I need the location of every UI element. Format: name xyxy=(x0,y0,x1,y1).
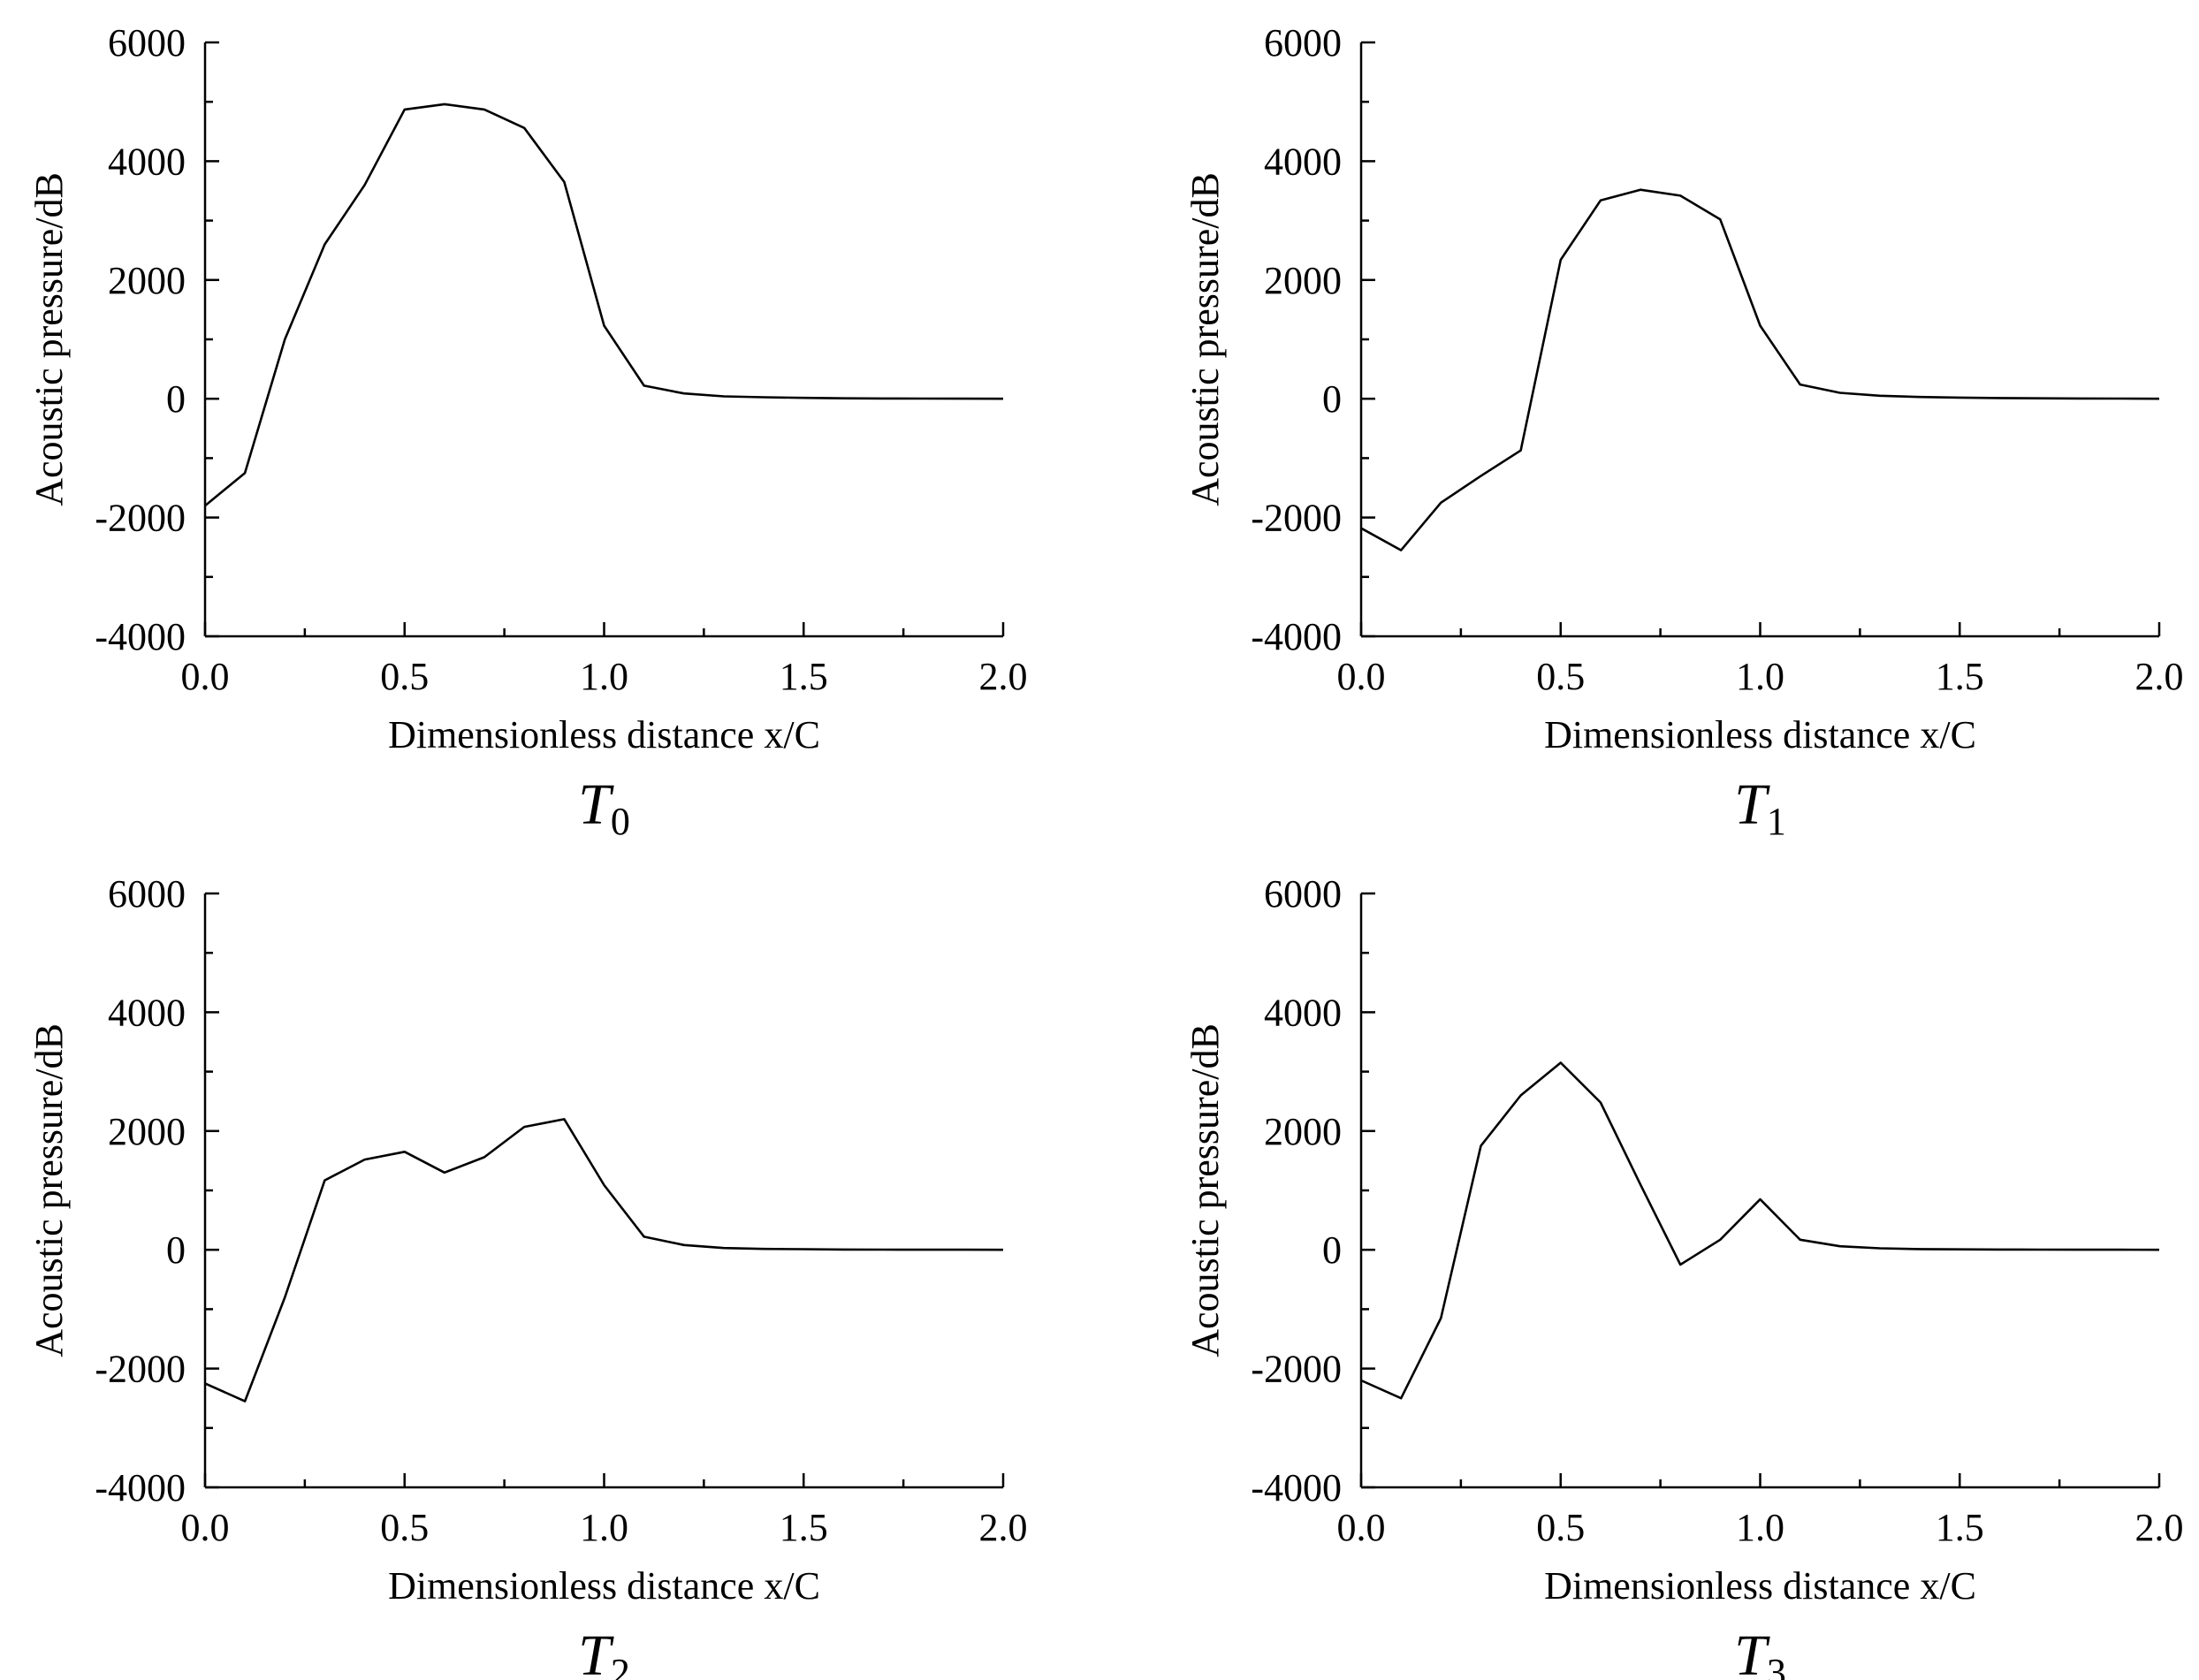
y-axis-title: Acoustic pressure/dB xyxy=(27,1023,71,1357)
y-tick-label: 2000 xyxy=(108,259,186,302)
x-tick-label: 0.5 xyxy=(1536,1506,1585,1549)
y-tick-label: 0 xyxy=(166,377,186,421)
y-tick-label: 2000 xyxy=(1264,1110,1342,1153)
series-line xyxy=(1360,188,2160,551)
series-line xyxy=(204,103,1004,507)
x-tick-label: 2.0 xyxy=(2135,655,2184,698)
chart-panel-t0: -4000 -2000 0 2000 4000 6000 0.0 0.5 1.0 1.5 2.0 Di… xyxy=(27,21,1028,843)
y-tick-label: 4000 xyxy=(1264,991,1342,1034)
x-axis-title: Dimensionless distance x/C xyxy=(1544,1564,1976,1608)
x-axis-title: Dimensionless distance x/C xyxy=(1544,713,1976,756)
x-tick-label: 0.0 xyxy=(1337,1506,1386,1549)
x-tick-label: 1.5 xyxy=(780,1506,828,1549)
series-line xyxy=(1360,1061,2160,1400)
panel-caption-letter: T xyxy=(1734,1623,1770,1680)
x-tick-label: 1.5 xyxy=(1936,655,1984,698)
x-tick-label: 0.0 xyxy=(181,1506,230,1549)
chart-panel-t1: -4000 -2000 0 2000 4000 6000 0.0 0.5 1.0 1.5 2.0 Di… xyxy=(1183,21,2184,843)
x-tick-label: 1.0 xyxy=(1736,1506,1784,1549)
y-tick-label: -2000 xyxy=(1251,1348,1342,1391)
panel-caption-subscript: 2 xyxy=(611,1651,630,1680)
panel-caption-subscript: 3 xyxy=(1767,1651,1786,1680)
x-tick-label: 1.5 xyxy=(1936,1506,1984,1549)
y-tick-label: 4000 xyxy=(1264,140,1342,183)
panel-caption-letter: T xyxy=(1734,772,1770,837)
y-tick-label: -2000 xyxy=(1251,497,1342,540)
panel-caption-letter: T xyxy=(578,1623,614,1680)
y-tick-label: -4000 xyxy=(1251,1466,1342,1509)
y-tick-label: -2000 xyxy=(95,1348,186,1391)
x-tick-label: 1.0 xyxy=(580,1506,628,1549)
panel-caption: T1 xyxy=(1734,772,1786,843)
y-tick-label: 0 xyxy=(166,1228,186,1272)
y-axis-title: Acoustic pressure/dB xyxy=(27,172,71,506)
panel-caption: T0 xyxy=(578,772,630,843)
x-axis-title: Dimensionless distance x/C xyxy=(388,713,820,756)
y-tick-label: -4000 xyxy=(1251,615,1342,658)
y-tick-label: 4000 xyxy=(108,991,186,1034)
y-tick-label: 0 xyxy=(1322,377,1342,421)
x-tick-label: 0.5 xyxy=(380,1506,429,1549)
series-line xyxy=(204,1118,1004,1403)
panel-caption-subscript: 0 xyxy=(611,800,630,843)
panel-caption-subscript: 1 xyxy=(1767,800,1786,843)
chart-panel-t2: -4000 -2000 0 2000 4000 6000 0.0 0.5 1.0 1.5 2.0 Di… xyxy=(27,872,1028,1680)
x-tick-label: 0.5 xyxy=(1536,655,1585,698)
x-tick-label: 1.0 xyxy=(580,655,628,698)
y-axis-title: Acoustic pressure/dB xyxy=(1183,172,1227,506)
x-tick-label: 2.0 xyxy=(979,1506,1028,1549)
x-tick-label: 0.5 xyxy=(380,655,429,698)
panel-caption-letter: T xyxy=(578,772,614,837)
x-tick-label: 1.0 xyxy=(1736,655,1784,698)
panel-caption: T2 xyxy=(578,1623,630,1680)
x-tick-label: 0.0 xyxy=(1337,655,1386,698)
y-tick-label: 2000 xyxy=(1264,259,1342,302)
chart-panel-t3: -4000 -2000 0 2000 4000 6000 0.0 0.5 1.0 1.5 2.0 Di… xyxy=(1183,872,2184,1680)
y-tick-label: -2000 xyxy=(95,497,186,540)
y-axis-title: Acoustic pressure/dB xyxy=(1183,1023,1227,1357)
y-tick-label: 2000 xyxy=(108,1110,186,1153)
x-tick-label: 2.0 xyxy=(979,655,1028,698)
y-tick-label: 6000 xyxy=(1264,21,1342,65)
y-tick-label: -4000 xyxy=(95,1466,186,1509)
x-axis-title: Dimensionless distance x/C xyxy=(388,1564,820,1608)
panel-caption: T3 xyxy=(1734,1623,1786,1680)
y-tick-label: 4000 xyxy=(108,140,186,183)
y-tick-label: 6000 xyxy=(108,21,186,65)
y-tick-label: 6000 xyxy=(108,872,186,916)
x-tick-label: 0.0 xyxy=(181,655,230,698)
x-tick-label: 2.0 xyxy=(2135,1506,2184,1549)
y-tick-label: 6000 xyxy=(1264,872,1342,916)
y-tick-label: 0 xyxy=(1322,1228,1342,1272)
x-tick-label: 1.5 xyxy=(780,655,828,698)
y-tick-label: -4000 xyxy=(95,615,186,658)
